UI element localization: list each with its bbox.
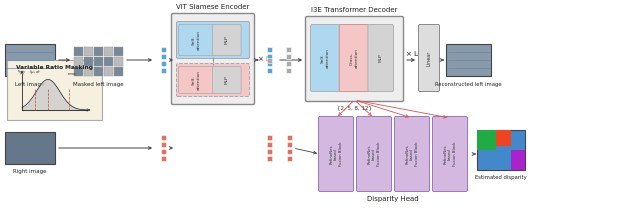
FancyBboxPatch shape bbox=[179, 67, 214, 94]
FancyBboxPatch shape bbox=[433, 116, 467, 192]
Bar bbox=[74, 67, 83, 76]
Bar bbox=[496, 130, 511, 146]
Bar bbox=[94, 47, 103, 56]
Bar bbox=[84, 67, 93, 76]
Bar bbox=[161, 135, 166, 140]
Bar bbox=[446, 44, 491, 76]
Bar bbox=[266, 135, 271, 140]
FancyBboxPatch shape bbox=[179, 25, 214, 56]
Text: Right image: Right image bbox=[13, 169, 47, 174]
FancyBboxPatch shape bbox=[172, 14, 255, 104]
Bar bbox=[287, 135, 291, 140]
Bar bbox=[161, 149, 166, 154]
Text: RefineNet-
based
Fusion Block: RefineNet- based Fusion Block bbox=[405, 142, 419, 166]
Bar bbox=[287, 149, 291, 154]
Text: RefineNet-
based
Fusion Block: RefineNet- based Fusion Block bbox=[367, 142, 381, 166]
Bar bbox=[161, 61, 166, 66]
FancyBboxPatch shape bbox=[305, 16, 403, 102]
Text: × L: × L bbox=[258, 56, 270, 62]
Bar bbox=[285, 54, 291, 59]
Text: Estimated disparity: Estimated disparity bbox=[475, 175, 527, 180]
Bar bbox=[266, 149, 271, 154]
Text: $(\mu, \sigma)$: $(\mu, \sigma)$ bbox=[29, 68, 41, 76]
Text: RefineNet-
based
Fusion Block: RefineNet- based Fusion Block bbox=[444, 142, 456, 166]
Bar bbox=[5, 132, 55, 164]
Bar bbox=[7, 60, 102, 120]
Bar bbox=[104, 47, 113, 56]
Bar bbox=[285, 47, 291, 52]
FancyBboxPatch shape bbox=[212, 67, 241, 94]
Bar bbox=[511, 150, 525, 170]
Text: $r_{min}$: $r_{min}$ bbox=[17, 69, 26, 76]
Bar bbox=[266, 156, 271, 161]
FancyBboxPatch shape bbox=[394, 116, 429, 192]
Bar bbox=[161, 47, 166, 52]
Bar bbox=[161, 54, 166, 59]
Bar bbox=[74, 57, 83, 66]
Text: Self-
attention: Self- attention bbox=[192, 30, 200, 50]
Bar bbox=[285, 68, 291, 73]
Text: I3E Transformer Decoder: I3E Transformer Decoder bbox=[311, 7, 397, 13]
Bar bbox=[266, 149, 271, 154]
Bar bbox=[104, 57, 113, 66]
Bar bbox=[266, 54, 271, 59]
FancyBboxPatch shape bbox=[212, 25, 241, 56]
Bar bbox=[114, 67, 123, 76]
Text: Self-
attention: Self- attention bbox=[192, 70, 200, 90]
Bar bbox=[287, 156, 291, 161]
Bar bbox=[74, 47, 83, 56]
Text: ViT Siamese Encoder: ViT Siamese Encoder bbox=[176, 4, 250, 10]
FancyBboxPatch shape bbox=[177, 63, 250, 97]
Text: Reconstructed left image: Reconstructed left image bbox=[435, 82, 502, 87]
Text: RefineNet-
based
Fusion Block: RefineNet- based Fusion Block bbox=[330, 142, 342, 166]
FancyBboxPatch shape bbox=[356, 116, 392, 192]
Bar bbox=[94, 57, 103, 66]
FancyBboxPatch shape bbox=[310, 25, 340, 92]
Bar bbox=[285, 61, 291, 66]
FancyBboxPatch shape bbox=[419, 25, 440, 92]
Bar bbox=[266, 57, 271, 62]
Text: Linear: Linear bbox=[426, 50, 431, 66]
Bar bbox=[161, 156, 166, 161]
Text: {2, 5, 8, 12}: {2, 5, 8, 12} bbox=[337, 105, 372, 110]
Bar bbox=[84, 47, 93, 56]
Text: × L': × L' bbox=[406, 51, 420, 57]
Text: MLP: MLP bbox=[225, 36, 229, 44]
Bar bbox=[287, 142, 291, 147]
Bar bbox=[266, 135, 271, 140]
Text: MLP: MLP bbox=[379, 54, 383, 62]
Text: Disparity Head: Disparity Head bbox=[367, 196, 419, 202]
Bar bbox=[5, 44, 55, 76]
Bar bbox=[266, 142, 271, 147]
Text: Left image: Left image bbox=[15, 82, 45, 87]
FancyBboxPatch shape bbox=[339, 25, 369, 92]
FancyBboxPatch shape bbox=[368, 25, 394, 92]
Bar bbox=[114, 47, 123, 56]
FancyBboxPatch shape bbox=[319, 116, 353, 192]
Bar bbox=[266, 142, 271, 147]
Bar bbox=[84, 57, 93, 66]
Text: Masked left image: Masked left image bbox=[73, 82, 124, 87]
Bar bbox=[104, 67, 113, 76]
Text: Self-
attention: Self- attention bbox=[321, 48, 330, 68]
Text: $r_{max}$: $r_{max}$ bbox=[67, 71, 77, 78]
Bar bbox=[266, 68, 271, 73]
Bar bbox=[477, 130, 525, 170]
Bar bbox=[477, 130, 496, 150]
Bar bbox=[266, 61, 271, 66]
Bar bbox=[266, 47, 271, 52]
Text: Variable Ratio Masking: Variable Ratio Masking bbox=[16, 65, 93, 70]
Bar bbox=[161, 142, 166, 147]
Bar bbox=[266, 156, 271, 161]
Bar bbox=[114, 57, 123, 66]
FancyBboxPatch shape bbox=[177, 21, 250, 58]
Bar bbox=[94, 67, 103, 76]
Bar bbox=[161, 68, 166, 73]
Text: Cross-
attention: Cross- attention bbox=[350, 48, 358, 68]
Text: MLP: MLP bbox=[225, 76, 229, 84]
